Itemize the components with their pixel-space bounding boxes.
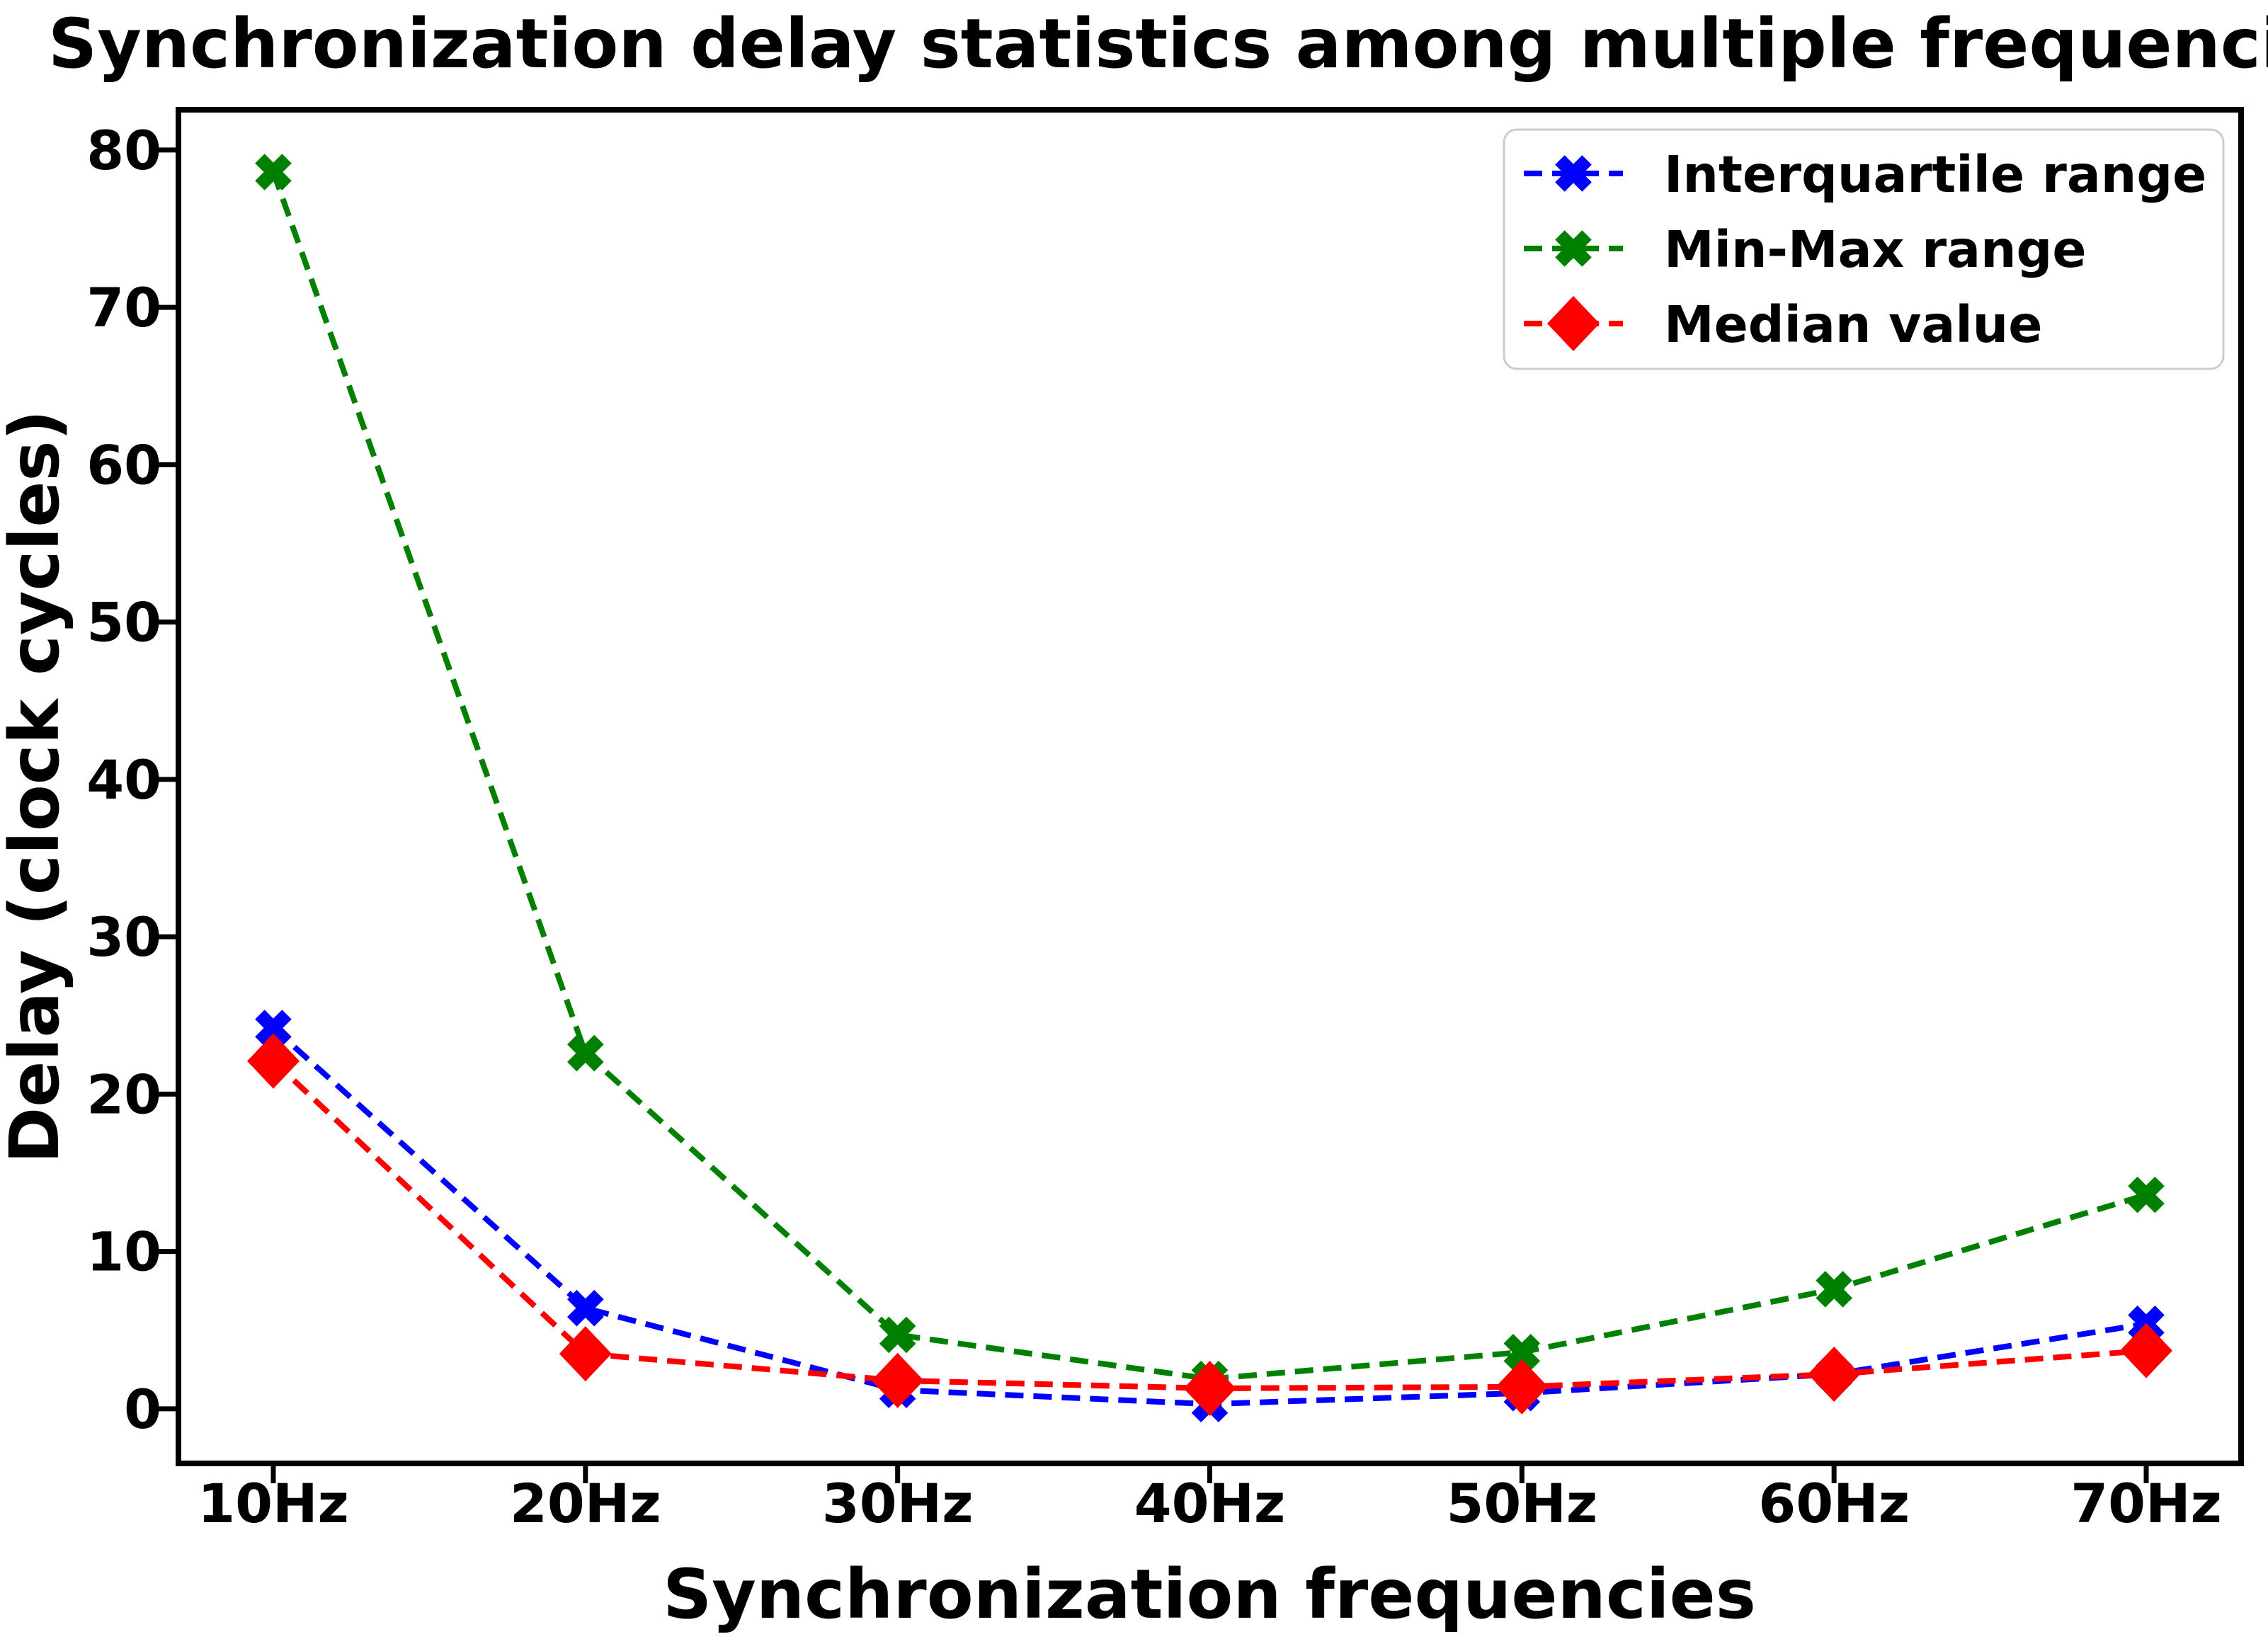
x-marker xyxy=(567,1289,604,1327)
x-marker-bar xyxy=(255,1010,292,1046)
y-tick-label: 30 xyxy=(86,906,161,969)
x-marker-bar xyxy=(2128,1176,2165,1213)
x-marker xyxy=(1555,155,1592,192)
legend-key-dashed-diamond-icon xyxy=(1524,296,1623,351)
diamond-shape xyxy=(2120,1323,2172,1378)
x-marker-bar xyxy=(1816,1271,1852,1308)
x-tick-label: 10Hz xyxy=(198,1472,349,1535)
x-marker xyxy=(567,1034,604,1072)
x-marker xyxy=(255,154,292,190)
diamond-marker xyxy=(1495,1359,1549,1415)
diamond-marker xyxy=(2120,1323,2172,1378)
x-axis-label: Synchronization frequencies xyxy=(663,1555,1756,1634)
legend-item-interquartile-range: Interquartile range xyxy=(1524,145,2206,204)
diamond-shape xyxy=(1183,1360,1236,1416)
x-marker-bar xyxy=(1555,155,1592,192)
legend-label-min-max-range: Min-Max range xyxy=(1664,220,2087,279)
legend-item-median-value: Median value xyxy=(1524,295,2042,354)
diamond-shape xyxy=(871,1352,924,1408)
legend-item-min-max-range: Min-Max range xyxy=(1524,220,2087,279)
x-tick-label: 20Hz xyxy=(510,1472,661,1535)
x-marker-bar xyxy=(1503,1334,1541,1371)
legend-key-dashed-x-icon xyxy=(1524,230,1623,267)
x-axis-ticks: 10Hz 20Hz 30Hz 40Hz 50Hz 60Hz 70Hz xyxy=(198,1463,2222,1535)
y-axis-ticks: 0 10 20 30 40 50 60 70 80 xyxy=(86,119,178,1441)
legend-frame xyxy=(1503,128,2225,370)
x-tick-label: 60Hz xyxy=(1758,1472,1910,1535)
y-tick-label: 10 xyxy=(86,1221,161,1284)
diamond-marker xyxy=(1183,1360,1236,1416)
x-marker xyxy=(255,1010,292,1046)
x-marker-bar xyxy=(567,1289,604,1327)
y-tick-label: 50 xyxy=(86,591,161,654)
y-tick-label: 40 xyxy=(86,748,161,811)
data-series xyxy=(247,154,2172,1423)
x-marker-bar xyxy=(879,1316,916,1354)
diamond-shape xyxy=(1547,296,1600,351)
legend-label-median-value: Median value xyxy=(1664,295,2042,354)
legend-label-interquartile-range: Interquartile range xyxy=(1664,145,2206,204)
chart-title: Synchronization delay statistics among m… xyxy=(48,4,2268,84)
y-tick-label: 80 xyxy=(86,119,161,182)
x-marker-bar xyxy=(1555,230,1592,267)
x-marker xyxy=(879,1316,916,1354)
x-tick-label: 70Hz xyxy=(2070,1472,2222,1535)
x-tick-label: 50Hz xyxy=(1447,1472,1598,1535)
x-marker xyxy=(1816,1271,1852,1308)
diamond-marker xyxy=(247,1033,300,1089)
legend: Interquartile range Min-Max range Median… xyxy=(1503,128,2225,370)
y-tick-label: 70 xyxy=(86,276,161,339)
x-tick-label: 40Hz xyxy=(1134,1472,1286,1535)
series-line-0 xyxy=(271,1026,2147,1407)
y-tick-label: 60 xyxy=(86,433,161,496)
diamond-marker xyxy=(559,1326,612,1382)
diamond-marker xyxy=(1808,1346,1861,1402)
diamond-shape xyxy=(1495,1359,1549,1415)
diamond-shape xyxy=(1808,1346,1861,1402)
x-marker-bar xyxy=(255,154,292,190)
y-tick-label: 20 xyxy=(86,1063,161,1126)
diamond-shape xyxy=(559,1326,612,1382)
y-axis-label: Delay (clock cycles) xyxy=(0,410,74,1164)
y-tick-label: 0 xyxy=(124,1378,161,1441)
diamond-marker xyxy=(871,1352,924,1408)
x-marker-bar xyxy=(567,1034,604,1072)
series-line-2 xyxy=(271,1058,2147,1391)
x-marker xyxy=(1503,1334,1541,1371)
legend-key-dashed-x-icon xyxy=(1524,155,1623,192)
diamond-marker xyxy=(1547,296,1600,351)
x-tick-label: 30Hz xyxy=(822,1472,974,1535)
x-marker xyxy=(1555,230,1592,267)
x-marker xyxy=(2128,1176,2165,1213)
diamond-shape xyxy=(247,1033,300,1089)
